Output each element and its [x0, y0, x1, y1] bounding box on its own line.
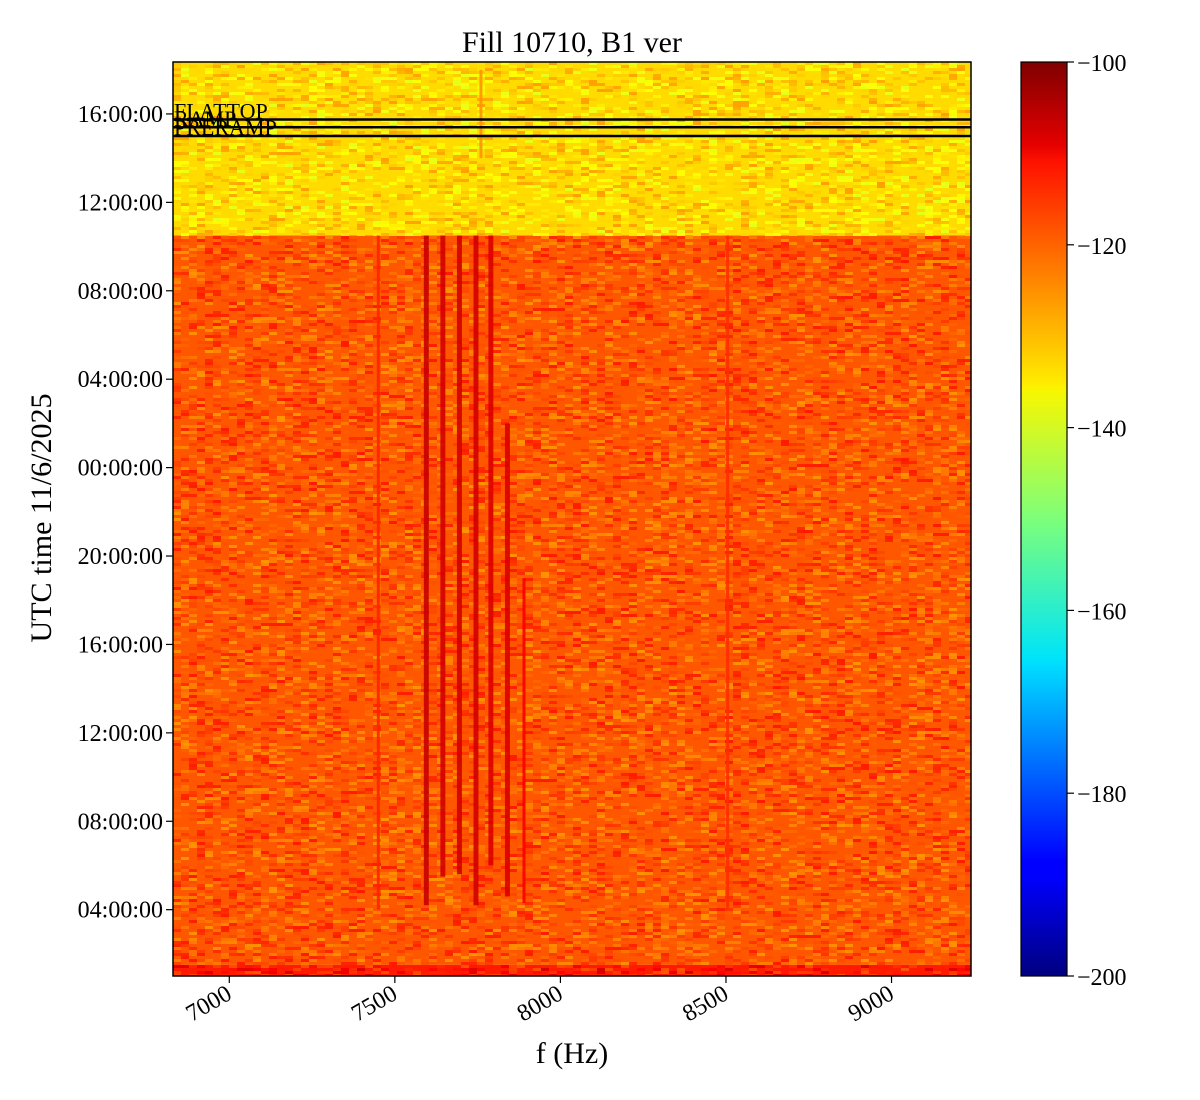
x-axis-label: f (Hz): [536, 1037, 608, 1070]
colorbar-tick-label: −180: [1077, 782, 1127, 808]
colorbar-tick-label: −140: [1077, 417, 1127, 443]
spectral-lines: [376, 69, 730, 910]
y-tick-label: 00:00:00: [78, 456, 163, 482]
y-tick-label: 16:00:00: [78, 102, 163, 128]
colorbar: −200 −180 −160 −140 −120 −100: [1020, 51, 1127, 991]
spectral-line-2: [440, 235, 446, 877]
marker-label-preramp: PRERAMP: [174, 115, 277, 140]
spectral-line-6: [504, 423, 510, 897]
y-tick-label: 12:00:00: [78, 721, 163, 747]
x-tick-label: 8000: [513, 981, 568, 1028]
spectral-line-9: [726, 235, 730, 910]
marker-label-flattop: FLATTOP: [174, 98, 268, 123]
spectral-line-4: [473, 235, 479, 906]
y-tick-label: 20:00:00: [78, 544, 163, 570]
y-tick-label: 16:00:00: [78, 632, 163, 658]
colorbar-tick-label: −120: [1077, 234, 1127, 260]
spectral-line-1: [423, 235, 429, 906]
y-tick-label: 08:00:00: [78, 279, 163, 305]
spectral-line-8: [376, 235, 380, 910]
x-tick-label: 7000: [182, 981, 237, 1028]
spectral-line-7: [522, 578, 526, 904]
colorbar-ticks: −200 −180 −160 −140 −120 −100: [1067, 51, 1127, 991]
y-tick-label: 12:00:00: [78, 190, 163, 216]
spectral-line-10: [479, 69, 483, 159]
chart-title: Fill 10710, B1 ver: [462, 26, 682, 59]
x-axis: 7000 7500 8000 8500 9000: [182, 976, 899, 1027]
colorbar-gradient: [1020, 61, 1068, 977]
x-tick-label: 9000: [844, 981, 899, 1028]
x-tick-label: 7500: [347, 981, 402, 1028]
spectral-line-5: [488, 235, 494, 866]
colorbar-tick-label: −160: [1077, 599, 1127, 625]
colorbar-tick-label: −100: [1077, 51, 1127, 77]
plot-frame: [172, 61, 972, 977]
marker-label-ramp: RAMP: [174, 106, 236, 131]
y-tick-label: 04:00:00: [78, 898, 163, 924]
y-axis: 04:00:00 08:00:00 12:00:00 16:00:00 20:00:00…: [78, 102, 173, 924]
colorbar-tick-label: −200: [1077, 965, 1127, 991]
heatmap-region-1: [173, 964, 971, 976]
y-tick-label: 08:00:00: [78, 809, 163, 835]
x-tick-label: 8500: [678, 981, 733, 1028]
y-tick-label: 04:00:00: [78, 367, 163, 393]
y-axis-label: UTC time 11/6/2025: [25, 394, 58, 643]
spectral-line-3: [456, 235, 462, 875]
